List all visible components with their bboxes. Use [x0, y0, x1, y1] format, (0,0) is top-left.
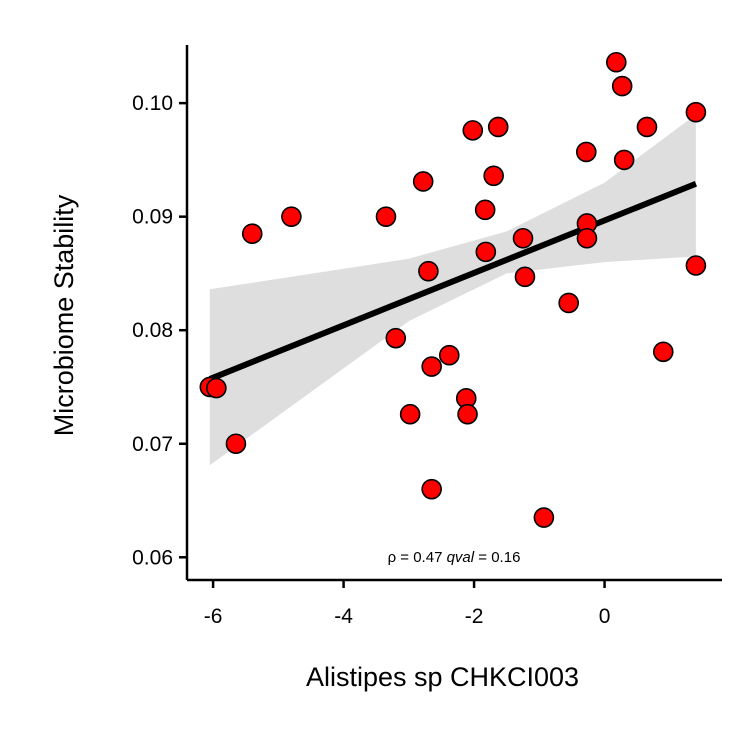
y-tick-label: 0.06 [132, 546, 173, 569]
x-tick-label: 0 [599, 605, 611, 628]
qval-value: = 0.16 [474, 549, 520, 566]
data-point-18 [483, 165, 504, 187]
data-point-11 [421, 478, 442, 500]
qval-label: qval [447, 549, 475, 566]
rho-symbol: ρ [388, 549, 397, 566]
data-point-16 [474, 199, 496, 221]
x-axis-ticks: -6 -4 -2 0 [204, 580, 611, 628]
x-tick-label: -4 [334, 605, 353, 628]
regression-line [208, 180, 698, 382]
data-point-14 [457, 403, 478, 425]
data-point-1 [206, 377, 227, 399]
data-point-24 [575, 141, 597, 163]
data-point-27 [606, 51, 627, 73]
data-points [199, 51, 707, 528]
confidence-band [209, 114, 696, 466]
data-point-9 [418, 260, 439, 282]
x-tick-label: -6 [204, 605, 223, 628]
y-tick-label: 0.08 [132, 319, 173, 342]
data-point-4 [281, 206, 302, 227]
data-point-29 [613, 149, 635, 171]
y-tick-label: 0.07 [132, 433, 173, 456]
data-point-2 [225, 433, 247, 455]
data-point-5 [375, 206, 397, 227]
data-point-22 [533, 507, 555, 528]
data-point-28 [611, 75, 633, 97]
data-point-31 [652, 341, 674, 363]
y-axis-ticks: 0.06 0.07 0.08 0.09 0.10 [132, 92, 187, 569]
data-point-3 [241, 223, 263, 244]
data-point-12 [438, 344, 460, 366]
y-tick-label: 0.10 [132, 92, 173, 115]
data-point-20 [512, 227, 534, 249]
y-tick-label: 0.09 [132, 206, 173, 229]
data-point-6 [385, 327, 407, 349]
data-point-23 [558, 292, 579, 314]
data-point-10 [421, 356, 442, 377]
data-point-26 [576, 227, 598, 249]
x-axis-title: Alistipes sp CHKCI003 [306, 662, 579, 692]
data-point-30 [636, 116, 658, 138]
data-point-8 [412, 171, 434, 192]
rho-value: = 0.47 [396, 549, 446, 566]
data-point-7 [399, 403, 421, 425]
data-point-33 [685, 255, 707, 276]
data-point-17 [475, 241, 497, 263]
y-axis-title: Microbiome Stability [49, 194, 79, 436]
correlation-annotation: ρ = 0.47 qval = 0.16 [388, 549, 521, 566]
data-point-32 [685, 101, 707, 123]
data-point-15 [462, 120, 484, 141]
x-tick-label: -2 [465, 605, 484, 628]
data-point-21 [514, 266, 536, 288]
data-point-19 [487, 116, 509, 138]
